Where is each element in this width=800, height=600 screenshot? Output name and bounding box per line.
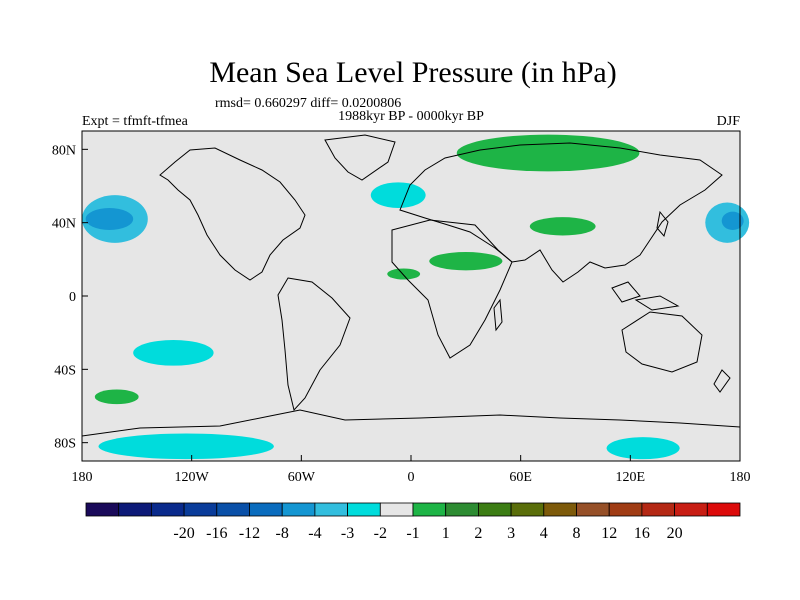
map-panel: 180 120W 60W 0 60E 120E 180 80N 40N 0 40S 80S [52, 130, 751, 485]
lon-tick-label: 60E [509, 470, 532, 485]
anomaly-south-pacific-low [133, 340, 214, 366]
colorbar-label: 3 [507, 525, 515, 542]
colorbar-swatch [641, 502, 676, 517]
colorbar-swatch [183, 502, 218, 517]
lat-tick-label: 80N [52, 143, 76, 158]
colorbar-swatch [150, 502, 185, 517]
colorbar-swatch [477, 502, 512, 517]
colorbar-label: -16 [206, 525, 227, 542]
anomaly-eurasia-high [456, 134, 640, 172]
chart-title: Mean Sea Level Pressure (in hPa) [209, 56, 616, 89]
anomaly-north-pacific-west-low-core [85, 208, 134, 230]
colorbar-label: -2 [374, 525, 387, 542]
colorbar-label: -8 [276, 525, 289, 542]
lon-tick-label: 180 [72, 470, 93, 485]
lon-tick-label: 120W [175, 470, 210, 485]
colorbar-label: -1 [406, 525, 419, 542]
anomaly-north-pacific-east-low-core [721, 211, 744, 230]
colorbar-label: 12 [601, 525, 617, 542]
lon-tick-label: 180 [730, 470, 751, 485]
lon-tick-label: 120E [616, 470, 646, 485]
colorbar-swatch [249, 502, 283, 517]
colorbar-swatch [314, 502, 348, 517]
coastlines [81, 134, 741, 437]
colorbar-label: -12 [239, 525, 260, 542]
colorbar-swatch [216, 502, 250, 517]
lat-tick-label: 80S [54, 437, 76, 452]
period-label: 1988kyr BP - 0000kyr BP [338, 109, 484, 124]
colorbar-swatch [608, 502, 643, 517]
lat-tick-label: 0 [69, 290, 76, 305]
colorbar-swatch [379, 502, 414, 517]
lat-tick-label: 40N [52, 217, 76, 232]
lon-tick-label: 60W [288, 470, 316, 485]
season-label: DJF [717, 114, 741, 129]
anomaly-south-pacific-high [94, 389, 139, 405]
anomaly-regions [82, 134, 750, 460]
colorbar-swatch [510, 502, 545, 517]
colorbar-swatch [412, 502, 447, 517]
experiment-label: Expt = tfmft-tfmea [82, 114, 189, 129]
colorbar: -20 -16 -12 -8 -4 -3 -2 -1 1 2 3 4 8 12 16 20 [85, 502, 741, 542]
stats-label: rmsd= 0.660297 diff= 0.0200806 [215, 96, 401, 111]
colorbar-label: -4 [308, 525, 321, 542]
map-background [82, 131, 740, 461]
anomaly-west-africa-high [387, 268, 421, 280]
anomaly-antarctic-pacific-low [98, 433, 274, 460]
colorbar-label: -20 [173, 525, 194, 542]
colorbar-label: 1 [442, 525, 450, 542]
anomaly-antarctic-east-low [606, 437, 680, 460]
lat-tick-label: 40S [54, 363, 76, 378]
colorbar-swatch [281, 502, 316, 517]
axis-ticks: 180 120W 60W 0 60E 120E 180 80N 40N 0 40S 80S [52, 143, 751, 485]
colorbar-swatch [543, 502, 577, 517]
colorbar-swatch [118, 502, 152, 517]
colorbar-label: 8 [573, 525, 581, 542]
colorbar-swatch [347, 502, 381, 517]
colorbar-swatch [85, 502, 120, 517]
colorbar-label: 4 [540, 525, 548, 542]
colorbar-swatch [445, 502, 479, 517]
colorbar-label: 20 [667, 525, 683, 542]
colorbar-label: 2 [474, 525, 482, 542]
colorbar-label: -3 [341, 525, 354, 542]
colorbar-swatch [576, 502, 610, 517]
anomaly-north-africa-arabia-high [429, 251, 503, 271]
anomaly-north-atlantic-low [370, 182, 426, 209]
colorbar-swatch [674, 502, 708, 517]
colorbar-label: 16 [634, 525, 650, 542]
anomaly-central-asia-high [529, 217, 596, 236]
lon-tick-label: 0 [408, 470, 415, 485]
colorbar-swatch [706, 502, 741, 517]
